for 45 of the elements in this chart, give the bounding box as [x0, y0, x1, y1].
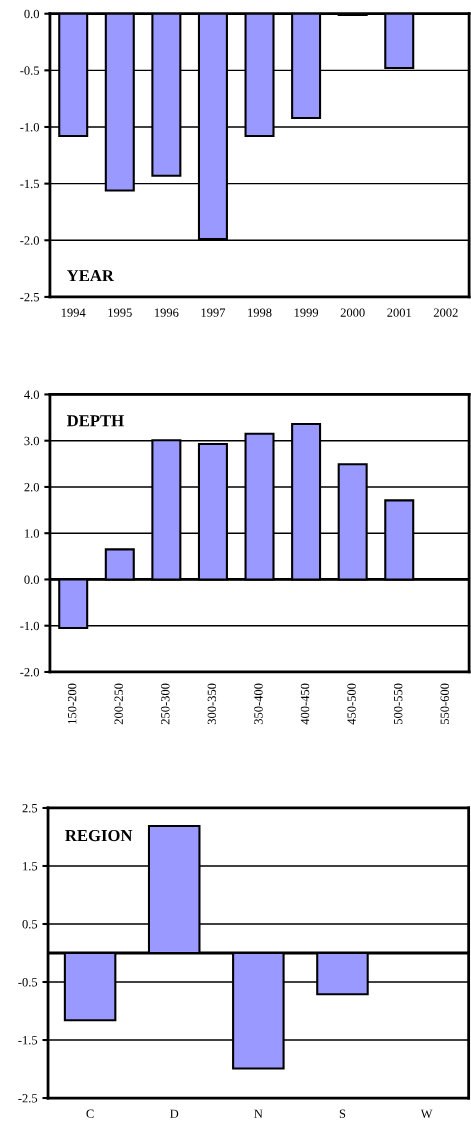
x-tick-label: 550-600 [440, 683, 449, 724]
x-tick-label: 1995 [108, 308, 132, 317]
y-tick-label: -2.5 [20, 292, 40, 302]
y-tick-label: 3.0 [24, 436, 40, 446]
text: REGION [65, 829, 133, 842]
x-tick-label: 150-200 [67, 683, 77, 724]
x-tick-label: 1999 [294, 308, 319, 317]
y-tick-label: 2.0 [24, 482, 40, 492]
x-tick-label: C [86, 1109, 94, 1118]
x-tick-label: D [170, 1109, 179, 1118]
y-tick-label: -2.0 [20, 667, 40, 677]
x-tick-label: 300-350 [207, 683, 217, 725]
x-tick-label: 200-250 [114, 683, 123, 725]
x-tick-label: 1994 [61, 308, 86, 317]
x-tick-label: 1997 [201, 308, 226, 317]
y-tick-label: -2.0 [20, 236, 40, 245]
x-tick-label: 350-400 [254, 683, 263, 725]
x-tick-label: 2002 [433, 308, 458, 317]
y-tick-label: 0.5 [22, 920, 38, 929]
text: DEPTH [66, 415, 124, 427]
x-tick-label: 1996 [154, 308, 179, 317]
x-tick-label: 250-300 [161, 683, 170, 725]
y-tick-label: -1.0 [20, 621, 40, 631]
x-tick-label: 1998 [248, 308, 272, 317]
x-tick-label: N [254, 1109, 263, 1118]
x-tick-label: S [339, 1109, 346, 1118]
x-tick-label: 450-500 [347, 683, 356, 725]
y-tick-label: 1.5 [23, 862, 38, 871]
x-tick-label: 2001 [387, 308, 411, 317]
y-tick-label: -0.5 [20, 66, 40, 75]
y-tick-label: 0.0 [24, 9, 40, 19]
x-tick-label: 400-450 [300, 683, 310, 725]
y-tick-label: -2.5 [18, 1094, 38, 1103]
y-tick-label: 2.5 [22, 804, 38, 813]
x-tick-label: 500-550 [393, 683, 403, 724]
y-tick-label: -1.5 [18, 1036, 38, 1045]
y-tick-label: -0.5 [18, 978, 38, 987]
x-tick-label: 2000 [340, 308, 365, 317]
y-tick-label: 4.0 [24, 390, 40, 399]
x-tick-label: W [420, 1109, 433, 1119]
y-tick-label: 1.0 [24, 529, 40, 538]
text: YEAR [66, 270, 115, 282]
y-tick-label: -1.5 [20, 179, 40, 189]
y-tick-label: -1.0 [20, 123, 40, 132]
y-tick-label: 0.0 [24, 575, 40, 584]
